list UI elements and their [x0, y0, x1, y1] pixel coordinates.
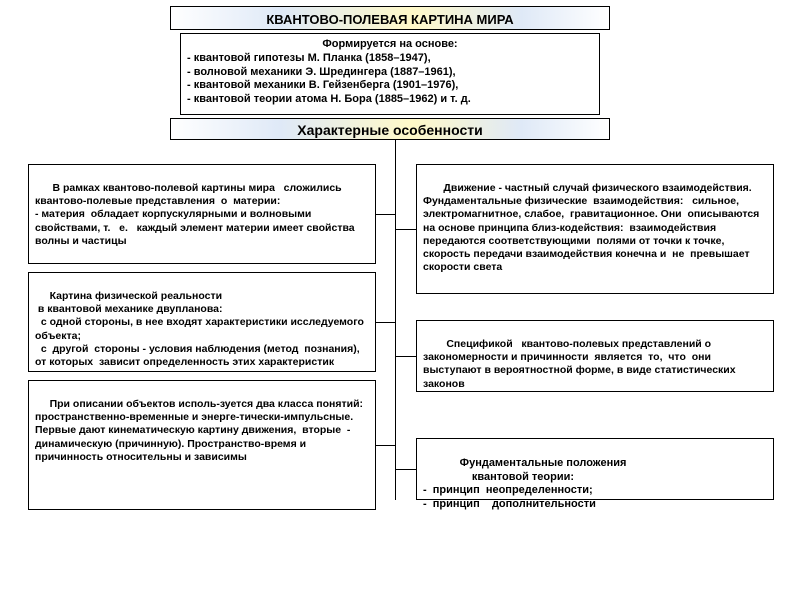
right-box-2: Фундаментальные положения квантовой теор… [416, 438, 774, 500]
left-text-0: В рамках квантово-полевой картины мира с… [35, 182, 358, 247]
left-text-2: При описании объектов исполь-зуется два … [35, 398, 366, 463]
left-box-1: Картина физической реальности в квантово… [28, 272, 376, 372]
section-title: Характерные особенности [170, 118, 610, 140]
section-title-text: Характерные особенности [297, 122, 482, 138]
right-box-1: Спецификой квантово-полевых представлени… [416, 320, 774, 392]
line-h-r0 [395, 229, 416, 230]
line-h-l1 [376, 322, 396, 323]
basis-item-2: - квантовой механики В. Гейзенберга (190… [187, 79, 593, 93]
basis-item-1: - волновой механики Э. Шредингера (1887–… [187, 66, 593, 80]
basis-header: Формируется на основе: [187, 38, 593, 52]
basis-box: Формируется на основе: - квантовой гипот… [180, 33, 600, 115]
line-vert-main [395, 140, 396, 500]
left-box-0: В рамках квантово-полевой картины мира с… [28, 164, 376, 264]
left-box-2: При описании объектов исполь-зуется два … [28, 380, 376, 510]
basis-item-0: - квантовой гипотезы М. Планка (1858–194… [187, 52, 593, 66]
left-text-1: Картина физической реальности в квантово… [35, 290, 367, 368]
line-h-r1 [395, 356, 416, 357]
line-h-l0 [376, 214, 396, 215]
basis-item-3: - квантовой теории атома Н. Бора (1885–1… [187, 93, 593, 107]
right-text-0: Движение - частный случай физического вз… [423, 182, 762, 273]
main-title: КВАНТОВО-ПОЛЕВАЯ КАРТИНА МИРА [170, 6, 610, 30]
line-h-l2 [376, 445, 396, 446]
right-box-0: Движение - частный случай физического вз… [416, 164, 774, 294]
right-text-1: Спецификой квантово-полевых представлени… [423, 338, 739, 389]
line-h-r2 [395, 469, 416, 470]
right-text-2: Фундаментальные положения квантовой теор… [423, 457, 626, 510]
main-title-text: КВАНТОВО-ПОЛЕВАЯ КАРТИНА МИРА [266, 12, 513, 27]
